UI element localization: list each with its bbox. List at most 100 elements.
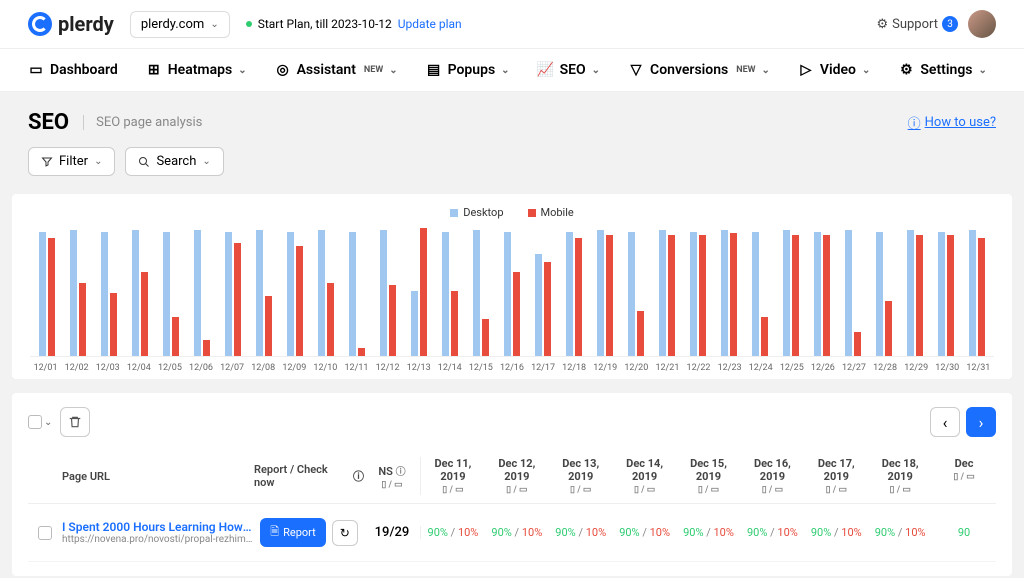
bar-desktop [39, 232, 46, 356]
site-selector[interactable]: plerdy.com ⌄ [130, 11, 230, 38]
support-count-badge: 3 [942, 16, 958, 32]
chart-day-group [156, 225, 187, 356]
nav-icon: ▤ [426, 62, 442, 78]
chart-day-group [775, 225, 806, 356]
nav-item-settings[interactable]: ⚙Settings⌄ [898, 62, 987, 78]
x-axis-label: 12/10 [310, 363, 341, 373]
bar-desktop [287, 232, 294, 356]
legend-swatch-icon [450, 209, 458, 217]
bar-desktop [349, 232, 356, 356]
update-plan-link[interactable]: Update plan [398, 17, 462, 31]
pager-next-button[interactable]: › [966, 407, 996, 437]
cell-pct: 90 [932, 526, 996, 539]
chart-day-group [899, 225, 930, 356]
x-axis-label: 12/22 [683, 363, 714, 373]
x-axis-label: 12/05 [154, 363, 185, 373]
report-button[interactable]: 🗎Report [260, 518, 326, 547]
chart-day-group [32, 225, 63, 356]
x-axis-label: 12/02 [61, 363, 92, 373]
bar-mobile [668, 235, 675, 356]
col-header-date: Dec▯ / ▭ [932, 457, 996, 495]
chart-day-group [558, 225, 589, 356]
nav-item-heatmaps[interactable]: ⊞Heatmaps⌄ [146, 62, 247, 78]
filter-button[interactable]: Filter ⌄ [28, 147, 115, 176]
x-axis-label: 12/19 [590, 363, 621, 373]
chart-day-group [218, 225, 249, 356]
device-icons: ▯ / ▭ [742, 485, 802, 495]
bar-mobile [854, 332, 861, 356]
legend-item: Mobile [528, 206, 574, 219]
nav-item-popups[interactable]: ▤Popups⌄ [426, 62, 510, 78]
device-icons: ▯ / ▭ [551, 485, 611, 495]
bar-desktop [690, 232, 697, 356]
bar-mobile [358, 348, 365, 356]
brand-logo[interactable]: plerdy [28, 12, 114, 36]
main-nav: ▭Dashboard ⊞Heatmaps⌄ ◎AssistantNEW⌄ ▤Popup… [0, 48, 1024, 92]
col-header-url: Page URL [62, 470, 254, 483]
x-axis-label: 12/26 [807, 363, 838, 373]
col-header-date: Dec 16, 2019▯ / ▭ [740, 457, 804, 495]
x-axis-label: 12/11 [341, 363, 372, 373]
bar-desktop [256, 230, 263, 356]
nav-item-dashboard[interactable]: ▭Dashboard [28, 62, 118, 78]
device-icons: ▯ / ▭ [934, 472, 994, 482]
user-avatar[interactable] [968, 10, 996, 38]
row-checkbox[interactable] [38, 526, 52, 540]
pager-prev-button[interactable]: ‹ [930, 407, 960, 437]
cell-ns: 19/29 [364, 525, 420, 540]
info-icon: ⓘ [396, 467, 406, 478]
select-all-checkbox[interactable]: ⌄ [28, 415, 52, 429]
cell-pct: 90% / 10% [613, 526, 677, 539]
row-title-link[interactable]: I Spent 2000 Hours Learning How To… [62, 520, 254, 534]
chart-day-group [589, 225, 620, 356]
x-axis-label: 12/17 [528, 363, 559, 373]
col-header-date: Dec 11, 2019▯ / ▭ [421, 457, 485, 495]
search-button[interactable]: Search ⌄ [125, 147, 223, 176]
info-icon: ⓘ [353, 468, 364, 484]
nav-icon: 📈 [538, 62, 554, 78]
table-card: ⌄ ‹ › Page URL Report / Check now ⓘ NS ⓘ… [12, 393, 1012, 576]
chart-day-group [930, 225, 961, 356]
filter-icon [41, 156, 53, 168]
chart-day-group [837, 225, 868, 356]
chart-day-group [404, 225, 435, 356]
col-header-date: Dec 15, 2019▯ / ▭ [677, 457, 741, 495]
bar-mobile [420, 228, 427, 356]
nav-item-seo[interactable]: 📈SEO⌄ [538, 62, 600, 78]
bar-mobile [575, 238, 582, 356]
nav-item-assistant[interactable]: ◎AssistantNEW⌄ [275, 62, 398, 78]
delete-button[interactable] [60, 407, 90, 437]
chevron-down-icon: ⌄ [238, 65, 246, 76]
chevron-left-icon: ‹ [943, 413, 948, 432]
bar-desktop [225, 232, 232, 356]
bar-mobile [513, 272, 520, 356]
x-axis-label: 12/01 [30, 363, 61, 373]
bar-mobile [792, 235, 799, 356]
col-header-date: Dec 12, 2019▯ / ▭ [485, 457, 549, 495]
x-axis-label: 12/24 [745, 363, 776, 373]
nav-item-conversions[interactable]: ▽ConversionsNEW⌄ [628, 62, 770, 78]
support-icon: ⚙ [876, 17, 888, 32]
bar-mobile [296, 246, 303, 356]
support-button[interactable]: ⚙ Support 3 [876, 16, 958, 32]
cell-pct: 90% / 10% [677, 526, 741, 539]
bar-desktop [163, 232, 170, 356]
how-to-use-link[interactable]: ⓘ How to use? [908, 113, 996, 132]
bar-desktop [721, 230, 728, 356]
chevron-down-icon: ⌄ [94, 156, 102, 167]
device-icons: ▯ / ▭ [364, 480, 420, 490]
bar-desktop [380, 230, 387, 356]
bar-desktop [783, 230, 790, 356]
nav-item-video[interactable]: ▷Video⌄ [798, 62, 870, 78]
col-header-date: Dec 18, 2019▯ / ▭ [868, 457, 932, 495]
bar-desktop [907, 230, 914, 356]
bar-desktop [318, 230, 325, 356]
x-axis-label: 12/04 [123, 363, 154, 373]
bar-desktop [411, 291, 418, 357]
status-dot-icon [246, 21, 252, 27]
chart-x-axis: 12/0112/0212/0312/0412/0512/0612/0712/08… [30, 363, 994, 373]
x-axis-label: 12/09 [279, 363, 310, 373]
bar-mobile [141, 272, 148, 356]
check-now-button[interactable]: ↻ [332, 520, 358, 546]
device-icons: ▯ / ▭ [487, 485, 547, 495]
